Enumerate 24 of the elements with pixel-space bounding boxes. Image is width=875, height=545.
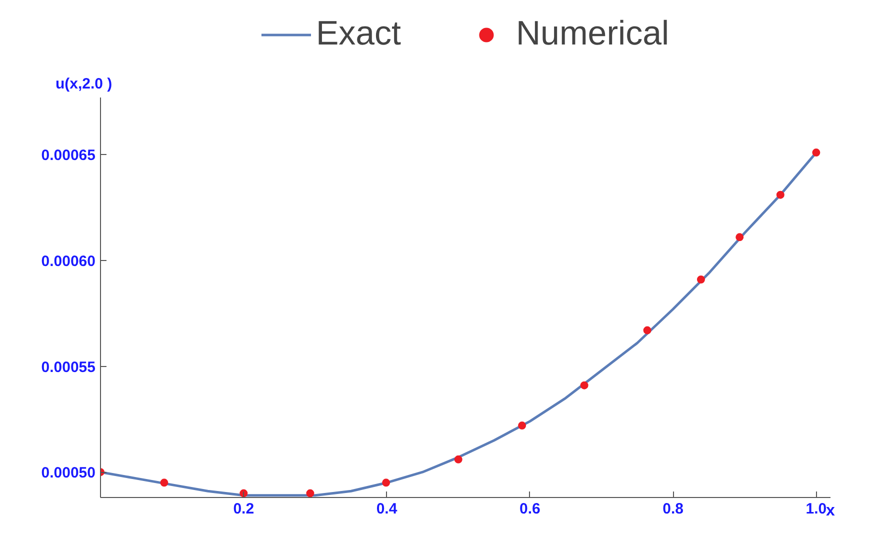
point: [643, 326, 652, 334]
point: [518, 422, 526, 430]
point: [696, 276, 705, 284]
y-axis-title: u(x,2.0 ): [56, 76, 112, 92]
x-tick-label: 0.2: [233, 500, 254, 518]
point: [454, 455, 462, 464]
point: [776, 190, 784, 199]
y-tick-label: 0.00055: [41, 358, 96, 376]
y-tick-label: 0.00060: [41, 252, 96, 270]
point: [306, 489, 314, 498]
y-tick-label: 0.00050: [41, 464, 96, 482]
point: [382, 478, 390, 487]
point: [160, 478, 168, 487]
x-axis-title: x: [826, 502, 836, 520]
point: [580, 381, 588, 390]
legend-label: Exact: [316, 14, 401, 54]
x-tick-label: 0.4: [376, 500, 398, 518]
legend-label: Numerical: [516, 14, 670, 54]
x-tick-label: 0.8: [662, 500, 684, 518]
x-tick-label: 1.0: [806, 500, 827, 518]
x-tick-label: 0.6: [519, 500, 540, 518]
point: [736, 233, 744, 242]
point: [812, 148, 820, 157]
y-tick-label: 0.00065: [41, 147, 96, 164]
